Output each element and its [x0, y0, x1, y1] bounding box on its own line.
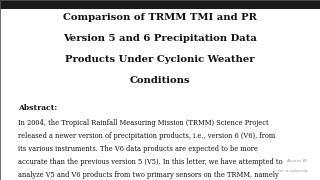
Bar	[0, 0, 320, 9]
Text: Version 5 and 6 Precipitation Data: Version 5 and 6 Precipitation Data	[63, 34, 257, 43]
Text: for a subscrip: for a subscrip	[278, 169, 307, 173]
Text: In 2004, the Tropical Rainfall Measuring Mission (TRMM) Science Project: In 2004, the Tropical Rainfall Measuring…	[18, 119, 268, 127]
Text: analyze V5 and V6 products from two primary sensors on the TRMM, namely: analyze V5 and V6 products from two prim…	[18, 171, 278, 179]
Text: Access W: Access W	[286, 159, 307, 163]
Text: Products Under Cyclonic Weather: Products Under Cyclonic Weather	[65, 55, 255, 64]
Text: released a newer version of precipitation products, i.e., version 6 (V6), from: released a newer version of precipitatio…	[18, 132, 275, 140]
Text: accurate than the previous version 5 (V5). In this letter, we have attempted to: accurate than the previous version 5 (V5…	[18, 158, 282, 166]
Text: its various instruments. The V6 data products are expected to be more: its various instruments. The V6 data pro…	[18, 145, 258, 153]
Text: Conditions: Conditions	[130, 76, 190, 85]
Text: Abstract:: Abstract:	[18, 103, 57, 111]
Text: Comparison of TRMM TMI and PR: Comparison of TRMM TMI and PR	[63, 14, 257, 22]
